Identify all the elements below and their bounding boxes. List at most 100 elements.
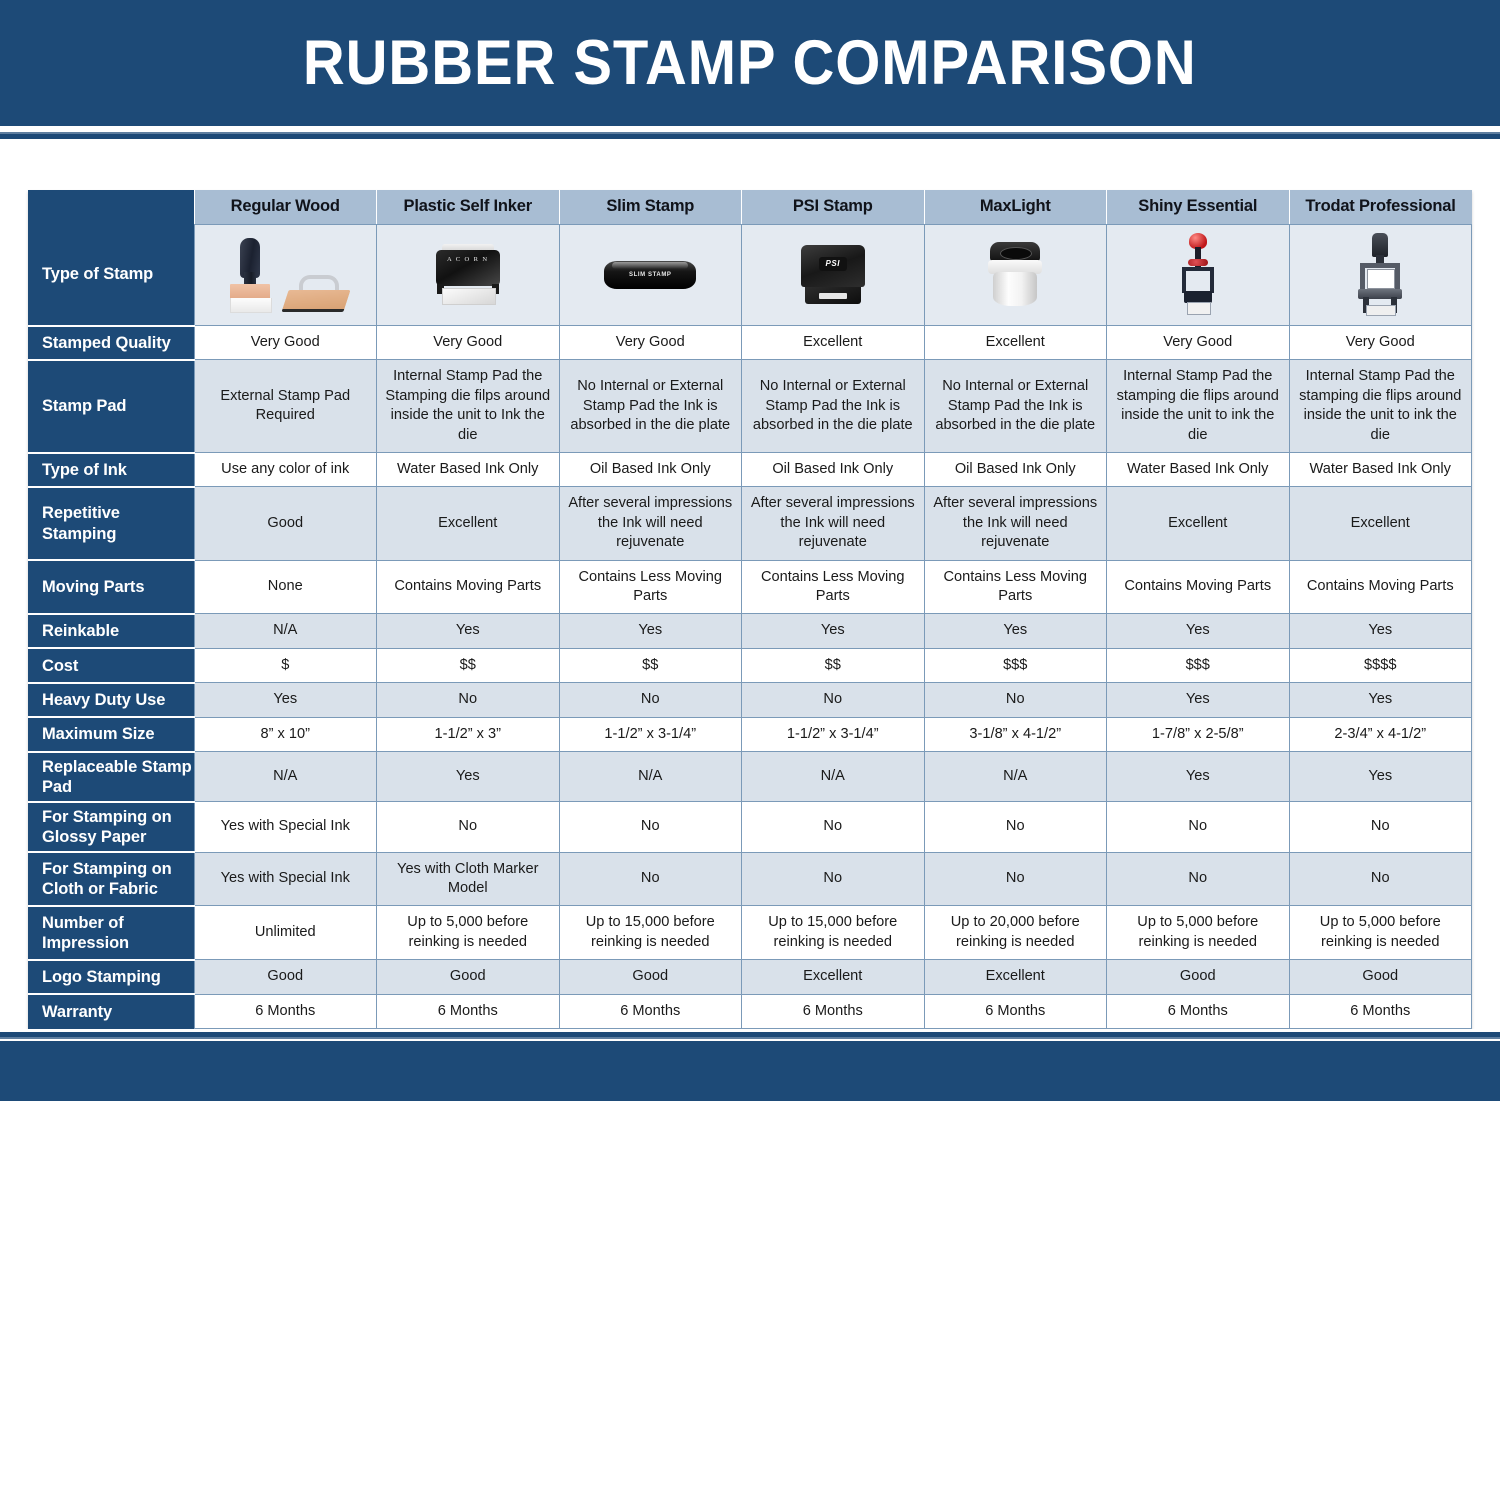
cell-glossy-paper-slim-stamp: No bbox=[558, 801, 742, 853]
cell-replaceable-stamp-pad-maxlight: N/A bbox=[923, 751, 1107, 803]
row-label-warranty: Warranty bbox=[28, 993, 194, 1029]
cell-warranty-maxlight: 6 Months bbox=[923, 993, 1107, 1030]
table-row-type-of-ink: Type of Ink Use any color of ink Water B… bbox=[28, 451, 1472, 488]
cell-warranty-shiny-essential: 6 Months bbox=[1106, 993, 1290, 1030]
cell-repetitive-stamping-plastic-self-inker: Excellent bbox=[376, 486, 560, 561]
cell-type-of-ink-maxlight: Oil Based Ink Only bbox=[923, 452, 1107, 488]
table-head: Regular Wood Plastic Self Inker Slim Sta… bbox=[28, 190, 1472, 225]
cell-warranty-psi-stamp: 6 Months bbox=[741, 993, 925, 1030]
column-header-shiny-essential[interactable]: Shiny Essential bbox=[1106, 190, 1289, 225]
cell-number-of-impression-plastic-self-inker: Up to 5,000 before reinking is needed bbox=[376, 905, 560, 961]
cell-type-of-ink-psi-stamp: Oil Based Ink Only bbox=[741, 452, 925, 488]
cell-cost-trodat-professional: $$$$ bbox=[1288, 647, 1472, 684]
footer-band bbox=[0, 1041, 1500, 1102]
cell-glossy-paper-trodat-professional: No bbox=[1288, 801, 1472, 853]
cell-glossy-paper-regular-wood: Yes with Special Ink bbox=[193, 801, 377, 853]
row-label-glossy-paper: For Stamping on Glossy Paper bbox=[28, 800, 194, 853]
row-label-number-of-impression: Number of Impression bbox=[28, 904, 194, 960]
table-body: Type of Stamp bbox=[28, 224, 1472, 1030]
table-row-heavy-duty-use: Heavy Duty Use Yes No No No No Yes Yes bbox=[28, 681, 1472, 718]
cell-heavy-duty-use-shiny-essential: Yes bbox=[1106, 682, 1290, 718]
comparison-table-wrap: Regular Wood Plastic Self Inker Slim Sta… bbox=[0, 140, 1500, 1030]
cell-repetitive-stamping-maxlight: After several impressions the Ink will n… bbox=[923, 486, 1107, 561]
cell-glossy-paper-psi-stamp: No bbox=[741, 801, 925, 853]
cell-number-of-impression-maxlight: Up to 20,000 before reinking is needed bbox=[923, 905, 1107, 961]
cell-replaceable-stamp-pad-shiny-essential: Yes bbox=[1106, 751, 1290, 803]
cell-type-of-stamp-shiny-essential bbox=[1106, 224, 1290, 326]
cell-cloth-or-fabric-shiny-essential: No bbox=[1106, 851, 1290, 907]
cell-replaceable-stamp-pad-regular-wood: N/A bbox=[193, 751, 377, 803]
cell-logo-stamping-trodat-professional: Good bbox=[1288, 959, 1472, 995]
title-divider-line bbox=[0, 132, 1500, 139]
column-header-plastic-self-inker[interactable]: Plastic Self Inker bbox=[376, 190, 559, 225]
cell-stamp-pad-shiny-essential: Internal Stamp Pad the stamping die flip… bbox=[1106, 359, 1290, 454]
cell-maximum-size-shiny-essential: 1-7/8” x 2-5/8” bbox=[1106, 716, 1290, 753]
cell-stamp-pad-regular-wood: External Stamp Pad Required bbox=[193, 359, 377, 454]
cell-number-of-impression-regular-wood: Unlimited bbox=[193, 905, 377, 961]
table-header-row: Regular Wood Plastic Self Inker Slim Sta… bbox=[28, 190, 1472, 225]
cell-type-of-stamp-psi-stamp: PSI bbox=[741, 224, 925, 326]
cell-repetitive-stamping-psi-stamp: After several impressions the Ink will n… bbox=[741, 486, 925, 561]
table-row-moving-parts: Moving Parts None Contains Moving Parts … bbox=[28, 559, 1472, 615]
cell-reinkable-shiny-essential: Yes bbox=[1106, 613, 1290, 649]
table-row-replaceable-stamp-pad: Replaceable Stamp Pad N/A Yes N/A N/A N/… bbox=[28, 750, 1472, 803]
cell-maximum-size-trodat-professional: 2-3/4” x 4-1/2” bbox=[1288, 716, 1472, 753]
column-header-trodat-professional[interactable]: Trodat Professional bbox=[1288, 190, 1472, 225]
cell-stamp-pad-trodat-professional: Internal Stamp Pad the stamping die flip… bbox=[1288, 359, 1472, 454]
table-row-cloth-or-fabric: For Stamping on Cloth or Fabric Yes with… bbox=[28, 851, 1472, 907]
cell-number-of-impression-slim-stamp: Up to 15,000 before reinking is needed bbox=[558, 905, 742, 961]
column-header-psi-stamp[interactable]: PSI Stamp bbox=[741, 190, 924, 225]
cell-number-of-impression-trodat-professional: Up to 5,000 before reinking is needed bbox=[1288, 905, 1472, 961]
cell-warranty-slim-stamp: 6 Months bbox=[558, 993, 742, 1030]
row-label-cloth-or-fabric: For Stamping on Cloth or Fabric bbox=[28, 851, 194, 906]
cell-replaceable-stamp-pad-slim-stamp: N/A bbox=[558, 751, 742, 803]
column-header-slim-stamp[interactable]: Slim Stamp bbox=[558, 190, 742, 225]
wood-stamp-icon bbox=[197, 232, 375, 318]
cell-type-of-ink-regular-wood: Use any color of ink bbox=[193, 452, 377, 488]
maxlight-stamp-icon bbox=[927, 232, 1105, 318]
cell-cost-shiny-essential: $$$ bbox=[1106, 647, 1290, 684]
cell-repetitive-stamping-trodat-professional: Excellent bbox=[1288, 486, 1472, 561]
row-label-type-of-stamp: Type of Stamp bbox=[28, 224, 194, 326]
row-label-maximum-size: Maximum Size bbox=[28, 716, 194, 752]
cell-heavy-duty-use-plastic-self-inker: No bbox=[376, 682, 560, 718]
cell-cost-psi-stamp: $$ bbox=[741, 647, 925, 684]
cell-maximum-size-plastic-self-inker: 1-1/2” x 3” bbox=[376, 716, 560, 753]
cell-type-of-stamp-regular-wood bbox=[193, 224, 377, 326]
table-row-reinkable: Reinkable N/A Yes Yes Yes Yes Yes Yes bbox=[28, 612, 1472, 649]
row-label-repetitive-stamping: Repetitive Stamping bbox=[28, 485, 194, 561]
cell-cloth-or-fabric-maxlight: No bbox=[923, 851, 1107, 907]
cell-repetitive-stamping-regular-wood: Good bbox=[193, 486, 377, 561]
cell-moving-parts-psi-stamp: Contains Less Moving Parts bbox=[741, 559, 925, 615]
cell-glossy-paper-shiny-essential: No bbox=[1106, 801, 1290, 853]
cell-moving-parts-maxlight: Contains Less Moving Parts bbox=[923, 559, 1107, 615]
cell-cost-maxlight: $$$ bbox=[923, 647, 1107, 684]
cell-moving-parts-slim-stamp: Contains Less Moving Parts bbox=[558, 559, 742, 615]
page-title: RUBBER STAMP COMPARISON bbox=[303, 28, 1197, 98]
cell-glossy-paper-maxlight: No bbox=[923, 801, 1107, 853]
column-header-regular-wood[interactable]: Regular Wood bbox=[193, 190, 377, 225]
cell-stamped-quality-maxlight: Excellent bbox=[923, 324, 1107, 361]
cell-type-of-ink-trodat-professional: Water Based Ink Only bbox=[1288, 452, 1472, 488]
cell-stamp-pad-maxlight: No Internal or External Stamp Pad the In… bbox=[923, 359, 1107, 454]
cell-stamped-quality-trodat-professional: Very Good bbox=[1288, 324, 1472, 361]
stamp-comparison-table: Regular Wood Plastic Self Inker Slim Sta… bbox=[28, 190, 1472, 1030]
cell-warranty-trodat-professional: 6 Months bbox=[1288, 993, 1472, 1030]
cell-logo-stamping-regular-wood: Good bbox=[193, 959, 377, 995]
cell-moving-parts-trodat-professional: Contains Moving Parts bbox=[1288, 559, 1472, 615]
cell-maximum-size-slim-stamp: 1-1/2” x 3-1/4” bbox=[558, 716, 742, 753]
cell-cloth-or-fabric-plastic-self-inker: Yes with Cloth Marker Model bbox=[376, 851, 560, 907]
table-row-stamped-quality: Stamped Quality Very Good Very Good Very… bbox=[28, 324, 1472, 361]
table-corner-cell bbox=[28, 190, 194, 225]
cell-cloth-or-fabric-slim-stamp: No bbox=[558, 851, 742, 907]
shiny-essential-stamp-icon bbox=[1109, 232, 1287, 318]
cell-repetitive-stamping-shiny-essential: Excellent bbox=[1106, 486, 1290, 561]
cell-cost-slim-stamp: $$ bbox=[558, 647, 742, 684]
cell-number-of-impression-psi-stamp: Up to 15,000 before reinking is needed bbox=[741, 905, 925, 961]
cell-reinkable-slim-stamp: Yes bbox=[558, 613, 742, 649]
cell-cloth-or-fabric-psi-stamp: No bbox=[741, 851, 925, 907]
cell-reinkable-plastic-self-inker: Yes bbox=[376, 613, 560, 649]
table-row-stamp-pad: Stamp Pad External Stamp Pad Required In… bbox=[28, 358, 1472, 454]
cell-replaceable-stamp-pad-trodat-professional: Yes bbox=[1288, 751, 1472, 803]
column-header-maxlight[interactable]: MaxLight bbox=[923, 190, 1107, 225]
